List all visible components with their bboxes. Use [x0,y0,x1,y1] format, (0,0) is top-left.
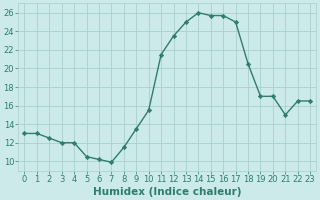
X-axis label: Humidex (Indice chaleur): Humidex (Indice chaleur) [93,187,242,197]
